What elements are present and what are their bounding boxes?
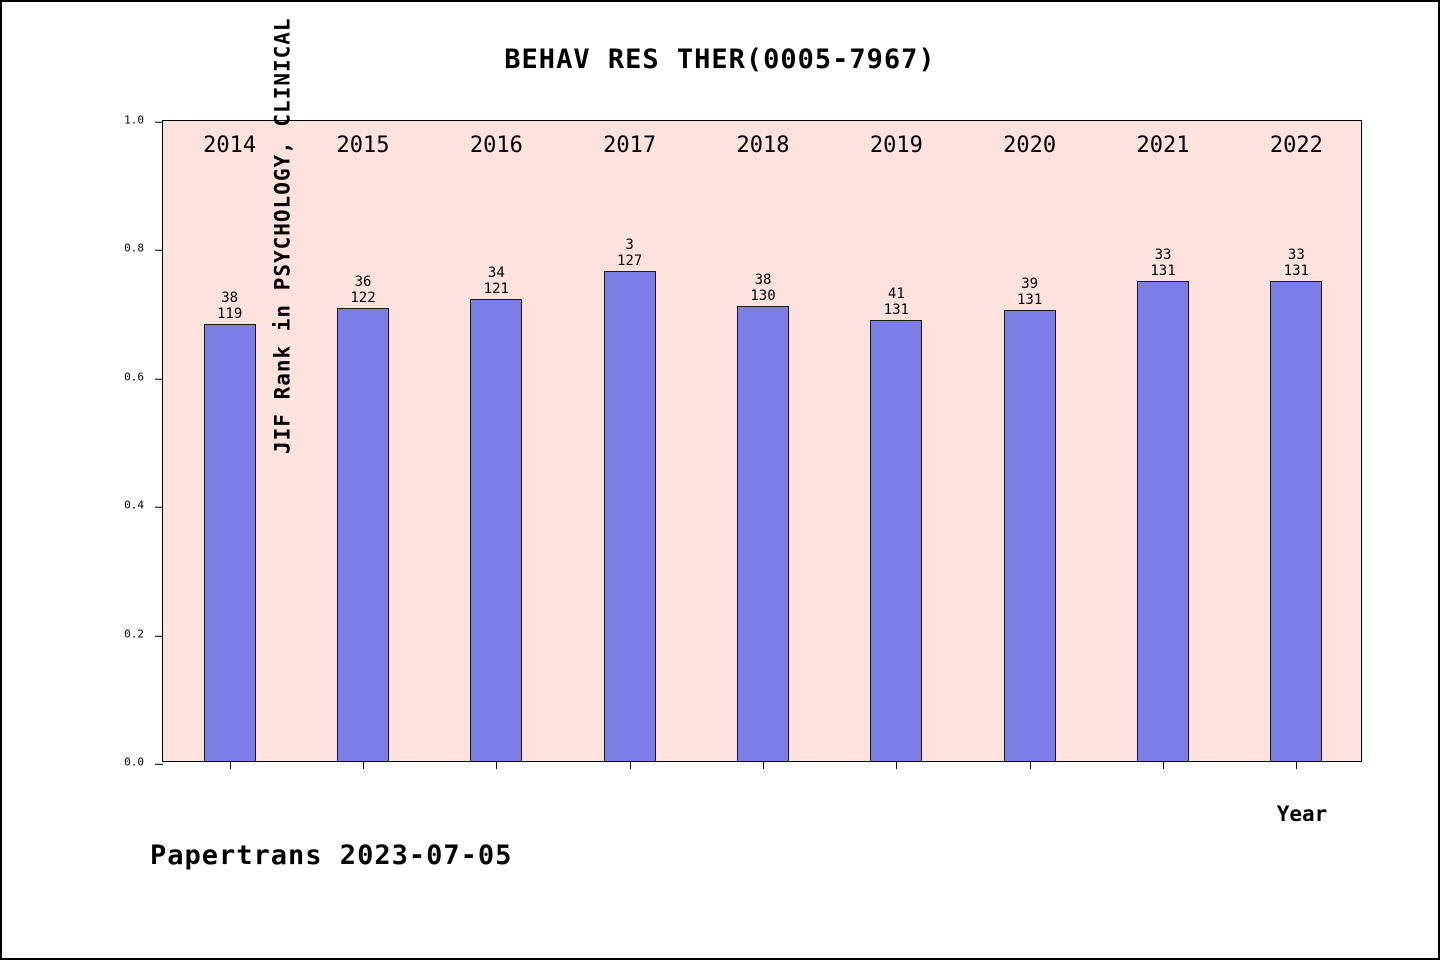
bar-total-value: 131 xyxy=(883,301,909,318)
bar-rank-value: 41 xyxy=(887,285,905,302)
bar-value-label-2019: 41 131 xyxy=(884,286,909,318)
bar-2016 xyxy=(470,299,523,761)
y-tick-label: 0.8 xyxy=(124,241,144,255)
bar-total-value: 131 xyxy=(1283,262,1309,279)
bar-2021 xyxy=(1137,280,1189,761)
y-tick-label: 1.0 xyxy=(124,113,144,127)
x-tick-mark xyxy=(1029,761,1031,769)
bar-total-value: 130 xyxy=(750,288,776,305)
bar-total-value: 127 xyxy=(617,252,643,269)
bar-rank-value: 33 xyxy=(1154,246,1172,263)
y-tick-mark xyxy=(155,378,163,380)
bar-total-value: 121 xyxy=(483,281,509,298)
watermark-text: Papertrans 2023-07-05 xyxy=(150,840,513,871)
x-tick-label-2020: 2020 xyxy=(1003,133,1057,158)
y-tick-label: 0.6 xyxy=(124,370,144,384)
x-tick-label-2018: 2018 xyxy=(736,133,790,158)
bar-value-label-2015: 36 122 xyxy=(350,274,375,306)
x-axis-label: Year xyxy=(1276,802,1328,826)
bar-2018 xyxy=(737,306,789,761)
bar-2015 xyxy=(337,308,389,761)
x-tick-label-2021: 2021 xyxy=(1136,133,1190,158)
x-tick-label-2022: 2022 xyxy=(1269,133,1323,158)
bar-2022 xyxy=(1270,280,1323,761)
y-tick-mark xyxy=(155,635,163,637)
bar-total-value: 131 xyxy=(1150,262,1176,279)
bar-value-label-2021: 33 131 xyxy=(1150,247,1175,279)
chart-title: BEHAV RES THER(0005-7967) xyxy=(504,44,936,75)
bar-rank-value: 39 xyxy=(1021,276,1039,293)
bar-rank-value: 33 xyxy=(1287,246,1305,263)
x-tick-label-2014: 2014 xyxy=(203,133,257,158)
bar-value-label-2018: 38 130 xyxy=(750,272,775,304)
y-tick-label: 0.4 xyxy=(124,498,144,512)
bar-value-label-2016: 34 121 xyxy=(484,265,509,297)
bar-total-value: 131 xyxy=(1017,292,1043,309)
bar-rank-value: 38 xyxy=(754,272,772,289)
bar-rank-value: 36 xyxy=(354,274,372,291)
y-tick-label: 0.0 xyxy=(124,755,144,769)
bar-value-label-2020: 39 131 xyxy=(1017,276,1042,308)
x-tick-label-2019: 2019 xyxy=(869,133,923,158)
x-tick-mark xyxy=(363,761,364,769)
y-axis-label: JIF Rank in PSYCHOLOGY, CLINICAL xyxy=(270,17,295,454)
bar-total-value: 119 xyxy=(217,305,243,322)
bar-total-value: 122 xyxy=(350,290,376,307)
bar-value-label-2017: 3 127 xyxy=(617,237,642,269)
x-tick-mark xyxy=(1163,761,1164,769)
x-tick-mark xyxy=(763,761,764,769)
bar-2019 xyxy=(870,319,923,761)
bar-2017 xyxy=(603,270,656,761)
bar-rank-value: 38 xyxy=(221,289,239,306)
x-tick-label-2016: 2016 xyxy=(469,133,523,158)
y-tick-mark xyxy=(155,250,163,252)
plot-area: 2014 2015 2016 2017 2018 2019 2020 2021 2022 38 1… xyxy=(155,120,1362,769)
x-tick-mark xyxy=(229,761,231,769)
y-tick-mark xyxy=(155,121,163,123)
bar-2020 xyxy=(1003,310,1056,761)
bar-2014 xyxy=(203,323,256,761)
y-tick-mark xyxy=(155,506,163,508)
x-tick-label-2017: 2017 xyxy=(603,133,657,158)
bar-rank-value: 3 xyxy=(625,236,634,253)
bar-rank-value: 34 xyxy=(487,265,505,282)
y-tick-mark xyxy=(155,763,163,765)
x-tick-label-2015: 2015 xyxy=(336,133,390,158)
bar-value-label-2014: 38 119 xyxy=(217,290,242,322)
y-tick-label: 0.2 xyxy=(124,627,144,641)
x-tick-mark xyxy=(896,761,898,769)
x-tick-mark xyxy=(629,761,631,769)
x-tick-mark xyxy=(1296,761,1298,769)
x-tick-mark xyxy=(496,761,498,769)
bar-value-label-2022: 33 131 xyxy=(1284,247,1309,279)
